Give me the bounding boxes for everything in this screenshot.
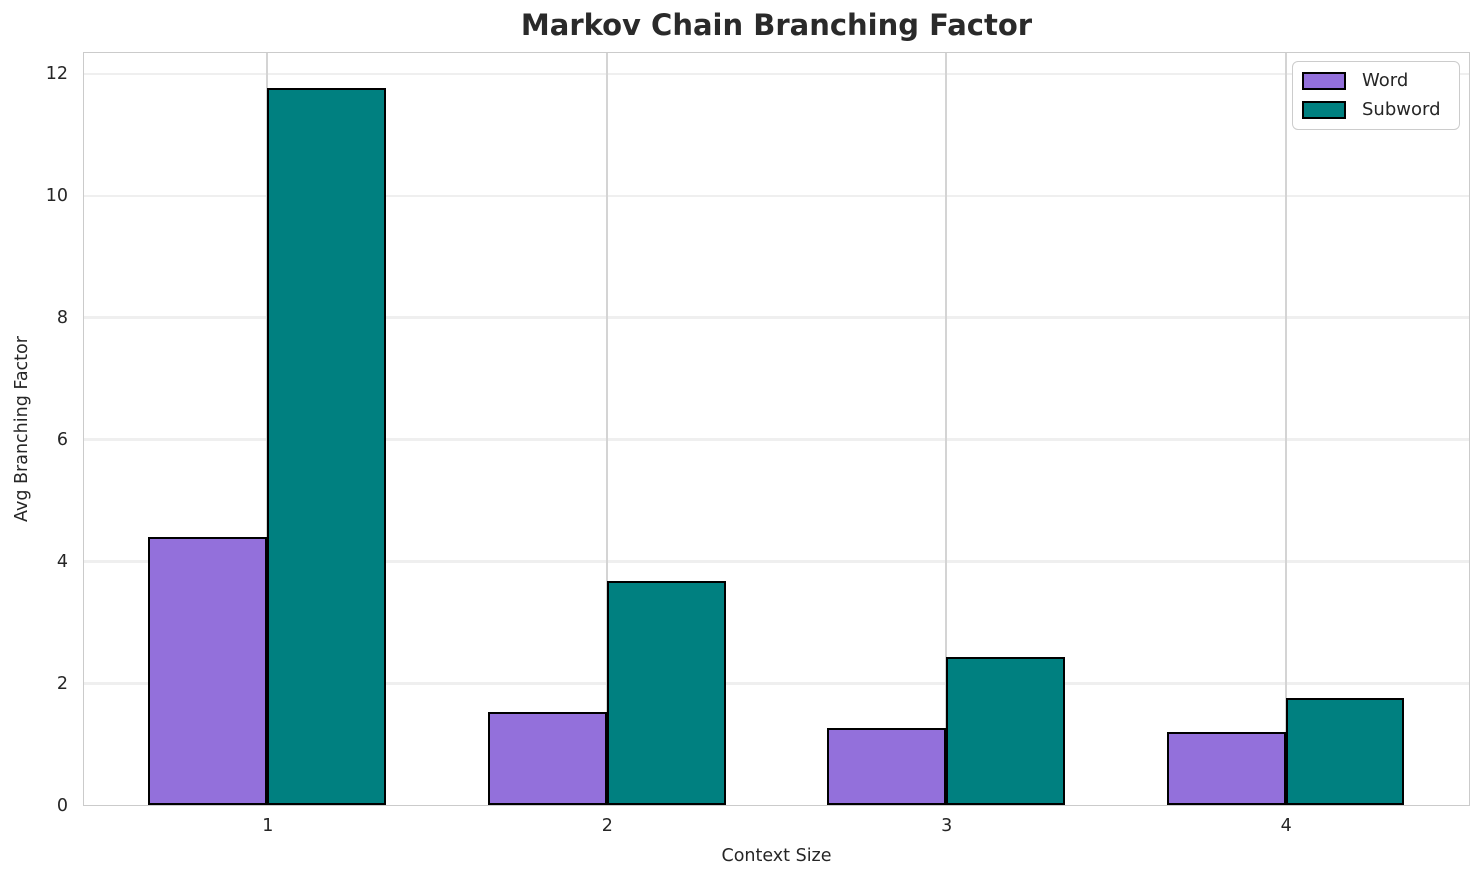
x-tick-label: 1	[262, 816, 274, 836]
bar-subword-context-4	[1285, 697, 1405, 805]
x-axis-label: Context Size	[721, 846, 832, 866]
y-tick-label: 12	[45, 64, 68, 85]
bar-subword-context-2	[606, 580, 726, 805]
x-tick-label: 3	[941, 816, 953, 836]
bar-word-context-4	[1166, 731, 1286, 805]
y-tick-label: 6	[56, 429, 68, 450]
gridline-vertical	[945, 53, 948, 805]
y-tick-label: 4	[56, 551, 68, 572]
gridline-horizontal	[84, 316, 1469, 319]
x-tick-label: 2	[601, 816, 613, 836]
legend-label-word: Word	[1362, 70, 1409, 91]
bar-subword-context-1	[267, 88, 387, 805]
legend-swatch-word-icon	[1302, 71, 1346, 90]
x-tick-label: 4	[1280, 816, 1292, 836]
bar-word-context-1	[148, 536, 268, 805]
bar-word-context-2	[487, 711, 607, 805]
chart-title: Markov Chain Branching Factor	[520, 8, 1033, 42]
legend-swatch-subword-icon	[1302, 100, 1346, 119]
gridline-horizontal	[84, 560, 1469, 563]
legend-label-subword: Subword	[1362, 98, 1441, 120]
bar-word-context-3	[827, 727, 947, 805]
y-tick-label: 0	[56, 795, 68, 816]
y-tick-label: 2	[56, 673, 68, 694]
gridline-horizontal	[84, 682, 1469, 685]
plot-area	[83, 52, 1470, 806]
gridline-vertical	[605, 53, 608, 805]
gridline-horizontal	[84, 438, 1469, 441]
gridline-vertical	[1284, 53, 1287, 805]
gridline-horizontal	[84, 72, 1469, 76]
legend-item-subword: Subword	[1302, 98, 1447, 120]
legend: Word Subword	[1292, 61, 1460, 130]
y-tick-label: 10	[45, 186, 68, 207]
legend-item-word: Word	[1302, 71, 1447, 91]
gridline-horizontal	[84, 194, 1469, 198]
bar-subword-context-3	[946, 656, 1066, 805]
y-tick-label: 8	[56, 307, 68, 328]
